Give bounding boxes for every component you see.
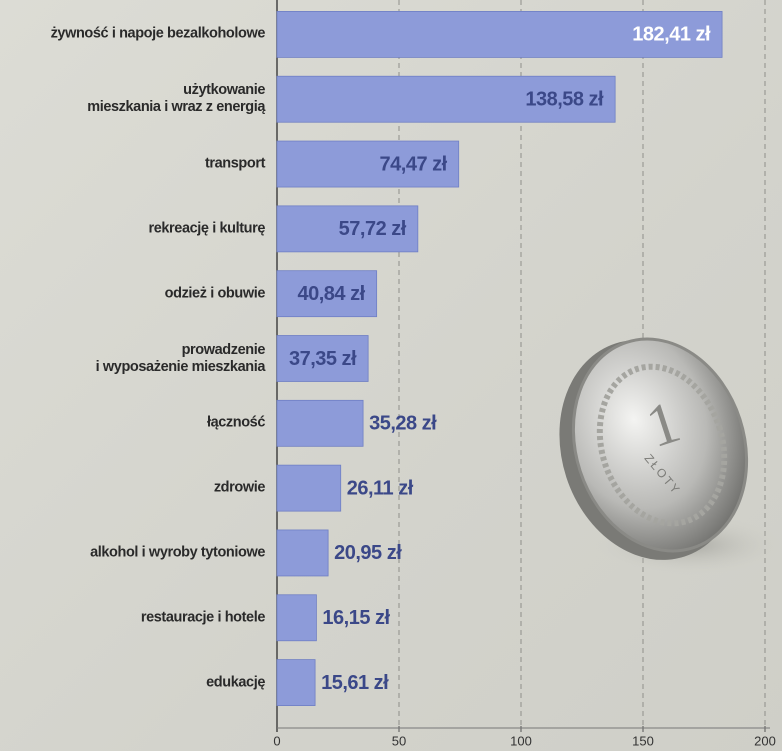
category-label: żywność i napoje bezalkoholowe <box>50 25 266 42</box>
value-label: 16,15 zł <box>322 607 390 629</box>
bar <box>276 399 364 447</box>
bar <box>276 205 419 253</box>
value-label: 20,95 zł <box>334 542 402 564</box>
category-label: edukację <box>206 674 265 691</box>
bar <box>276 75 616 123</box>
category-label: restauracje i hotele <box>140 609 266 626</box>
bar <box>276 140 460 188</box>
value-label: 37,35 zł <box>289 348 357 370</box>
value-label: 35,28 zł <box>369 413 437 435</box>
coin-face <box>571 337 749 553</box>
value-label: 57,72 zł <box>339 218 407 240</box>
bar <box>276 464 342 512</box>
bar <box>276 335 369 382</box>
coin-wreath <box>596 363 728 527</box>
bar <box>276 659 316 706</box>
x-tick-label: 0 <box>273 733 280 748</box>
bar <box>276 529 329 577</box>
x-tick-label: 200 <box>754 733 776 748</box>
x-tick-label: 50 <box>392 733 406 748</box>
value-label: 138,58 zł <box>525 89 604 111</box>
bar <box>276 11 723 58</box>
category-label: alkohol i wyroby tytoniowe <box>90 544 265 561</box>
bar <box>276 270 378 318</box>
value-label: 182,41 zł <box>632 24 711 46</box>
coin-illustration: 1 ZŁOTY <box>559 337 782 575</box>
value-label: 15,61 zł <box>321 672 389 694</box>
x-tick-label: 100 <box>510 733 532 748</box>
category-label: transport <box>204 155 265 172</box>
category-label: rekreację i kulturę <box>148 220 265 237</box>
bar <box>276 594 317 642</box>
value-label: 40,84 zł <box>297 283 365 305</box>
category-label: zdrowie <box>213 479 266 496</box>
category-label: łączność <box>206 414 265 431</box>
value-label: 26,11 zł <box>347 477 414 499</box>
x-tick-label: 150 <box>632 733 654 748</box>
category-label: odzież i obuwie <box>164 285 266 302</box>
value-label: 74,47 zł <box>380 153 448 175</box>
category-label: użytkowanie mieszkania i wraz z energią <box>87 82 265 116</box>
category-label: prowadzenie i wyposażenie mieszkania <box>95 341 266 375</box>
